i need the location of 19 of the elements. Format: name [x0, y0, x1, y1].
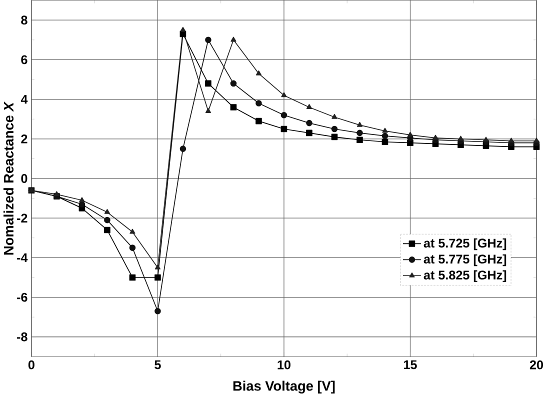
legend-label: at 5.775 [GHz]	[424, 254, 506, 266]
legend-label: at 5.725 [GHz]	[424, 238, 506, 250]
x-tick-label: 10	[278, 360, 290, 370]
x-tick-label: 15	[404, 360, 417, 370]
x-tick-label: 0	[28, 360, 34, 370]
x-axis-title: Bias Voltage [V]	[233, 380, 335, 394]
y-tick-label: 6	[21, 55, 28, 64]
y-tick-label: 8	[21, 16, 28, 25]
legend-label: at 5.825 [GHz]	[424, 270, 506, 282]
y-tick-label: 0	[21, 174, 28, 183]
y-tick-label: -6	[17, 292, 28, 302]
y-axis-title: Nomalized Reactance X	[4, 101, 14, 255]
y-tick-label: 4	[20, 94, 28, 104]
y-tick-label: 2	[21, 134, 28, 144]
y-tick-label: -4	[17, 253, 28, 262]
y-tick-label: -8	[17, 332, 28, 342]
x-tick-label: 20	[530, 360, 543, 370]
x-tick-label: 5	[154, 360, 161, 370]
y-tick-label: -2	[17, 214, 28, 222]
